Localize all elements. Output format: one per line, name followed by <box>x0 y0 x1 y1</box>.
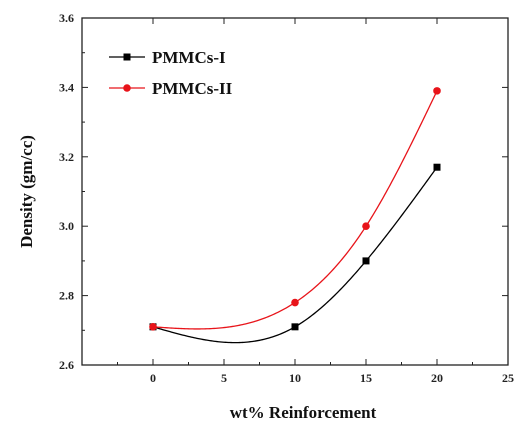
x-tick-label: 10 <box>289 371 301 385</box>
x-axis-title: wt% Reinforcement <box>230 403 377 422</box>
x-axis-ticks: 0 5 10 15 20 25 <box>117 18 514 385</box>
x-tick-label: 5 <box>221 371 227 385</box>
x-tick-label: 25 <box>502 371 514 385</box>
y-tick-label: 3.4 <box>59 80 74 94</box>
x-tick-label: 15 <box>360 371 372 385</box>
y-tick-label: 3.0 <box>59 219 74 233</box>
series-line-pmmcs-i <box>152 166 438 344</box>
legend-marker-pmmcs-ii <box>123 84 131 92</box>
data-point-pmmcs-i <box>362 257 370 265</box>
y-tick-label: 2.8 <box>59 289 74 303</box>
data-point-pmmcs-ii <box>362 222 370 230</box>
legend: PMMCs-I PMMCs-II <box>109 48 233 98</box>
y-tick-label: 3.2 <box>59 150 74 164</box>
series-line-pmmcs-ii <box>152 90 438 330</box>
plot-border <box>81 17 509 366</box>
plot-frame <box>81 17 509 366</box>
data-point-pmmcs-ii <box>149 323 157 331</box>
data-point-pmmcs-i <box>433 163 441 171</box>
data-point-pmmcs-i <box>291 323 299 331</box>
y-tick-label: 3.6 <box>59 11 74 25</box>
legend-label-pmmcs-ii: PMMCs-II <box>152 79 233 98</box>
y-axis-title: Density (gm/cc) <box>17 135 36 248</box>
y-axis-ticks: 2.6 2.8 3.0 3.2 3.4 3.6 <box>59 11 508 372</box>
x-tick-label: 0 <box>150 371 156 385</box>
x-tick-label: 20 <box>431 371 443 385</box>
data-point-pmmcs-ii <box>291 298 299 307</box>
series-lines <box>149 87 441 344</box>
y-tick-label: 2.6 <box>59 358 74 372</box>
legend-label-pmmcs-i: PMMCs-I <box>152 48 226 67</box>
data-point-pmmcs-ii <box>433 87 441 95</box>
legend-marker-pmmcs-i <box>123 53 131 61</box>
